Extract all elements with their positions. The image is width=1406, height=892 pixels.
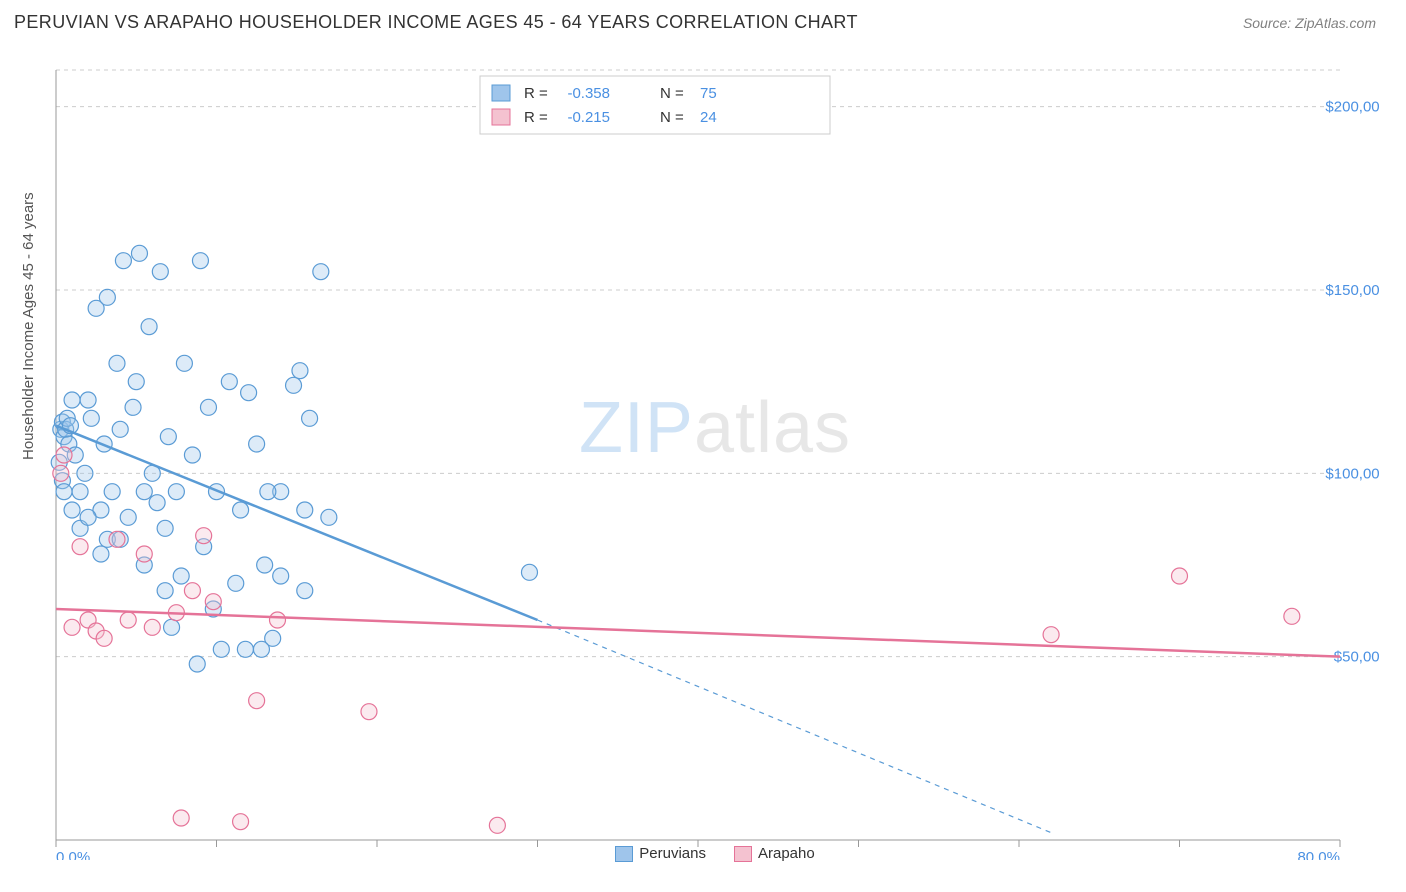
svg-text:24: 24 — [700, 109, 717, 126]
svg-text:N =: N = — [660, 109, 684, 126]
svg-text:R =: R = — [524, 85, 548, 102]
chart-title: PERUVIAN VS ARAPAHO HOUSEHOLDER INCOME A… — [14, 12, 858, 33]
legend-label: Arapaho — [758, 845, 815, 862]
scatter-plot: $50,000$100,000$150,000$200,0000.0%80.0%… — [50, 60, 1380, 860]
legend: Peruvians Arapaho — [50, 845, 1380, 862]
chart-area: Householder Income Ages 45 - 64 years $5… — [50, 60, 1380, 860]
svg-text:$200,000: $200,000 — [1325, 99, 1380, 116]
legend-label: Peruvians — [639, 845, 706, 862]
source-label: Source: ZipAtlas.com — [1243, 15, 1376, 31]
legend-item-arapaho: Arapaho — [734, 845, 815, 862]
svg-text:75: 75 — [700, 85, 717, 102]
svg-text:-0.358: -0.358 — [567, 85, 610, 102]
svg-text:-0.215: -0.215 — [567, 109, 610, 126]
header: PERUVIAN VS ARAPAHO HOUSEHOLDER INCOME A… — [0, 0, 1406, 41]
svg-text:$150,000: $150,000 — [1325, 282, 1380, 299]
svg-text:R =: R = — [524, 109, 548, 126]
y-axis-label: Householder Income Ages 45 - 64 years — [20, 192, 37, 460]
svg-text:N =: N = — [660, 85, 684, 102]
legend-item-peruvians: Peruvians — [615, 845, 706, 862]
svg-text:$100,000: $100,000 — [1325, 465, 1380, 482]
swatch-icon — [615, 846, 633, 862]
swatch-icon — [734, 846, 752, 862]
svg-text:$50,000: $50,000 — [1334, 649, 1380, 666]
